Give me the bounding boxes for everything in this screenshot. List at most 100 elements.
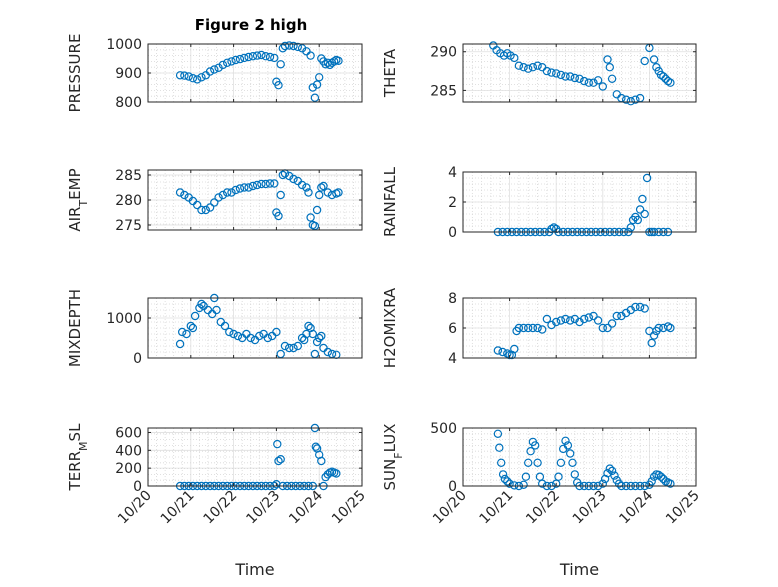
- data-point: [261, 179, 270, 189]
- subplot-air-temp: 275 280 285 AIRTEMP: [66, 168, 363, 234]
- data-point: [663, 76, 673, 86]
- data-point: [538, 479, 547, 488]
- y-axis-label-main: SUN: [381, 459, 399, 491]
- data-point: [312, 337, 322, 347]
- data-point: [261, 52, 270, 61]
- data-point: [531, 441, 540, 450]
- y-axis-label: THETA: [381, 48, 399, 98]
- data-point: [210, 198, 219, 207]
- data-point: [285, 41, 294, 50]
- data-point: [317, 183, 326, 192]
- data-point: [640, 209, 649, 219]
- data-point: [180, 190, 189, 200]
- data-point: [272, 327, 281, 337]
- data-point: [231, 55, 240, 65]
- data-point: [270, 179, 279, 188]
- y-axis-label-subscript: M: [77, 441, 90, 451]
- data-point: [315, 190, 324, 200]
- data-point: [503, 477, 512, 486]
- data-point: [276, 455, 285, 464]
- series-markers: [489, 41, 675, 106]
- y-axis-label-main: PRESSURE: [66, 34, 84, 113]
- data-point: [528, 62, 538, 72]
- data-point: [240, 183, 249, 192]
- data-point: [584, 313, 594, 322]
- data-point: [214, 63, 223, 73]
- data-point: [306, 51, 315, 60]
- data-point: [666, 323, 675, 333]
- data-point: [321, 472, 330, 482]
- data-point: [635, 302, 645, 312]
- data-point: [195, 303, 204, 313]
- axes-box: [147, 297, 363, 359]
- axes-box: [147, 427, 363, 487]
- data-point: [533, 458, 542, 467]
- y-tick-label: 290: [430, 45, 457, 61]
- data-point: [510, 53, 519, 63]
- data-point: [561, 314, 570, 324]
- data-point: [197, 299, 206, 309]
- data-point: [186, 321, 195, 331]
- data-point: [334, 56, 343, 66]
- plot-area: [463, 44, 696, 102]
- data-point: [317, 331, 326, 341]
- data-point: [332, 469, 341, 478]
- data-point: [302, 183, 311, 192]
- data-point: [289, 343, 298, 353]
- data-point: [235, 184, 245, 193]
- tick-marks: [147, 428, 363, 487]
- data-point: [514, 61, 524, 70]
- data-point: [257, 179, 266, 189]
- data-point: [605, 62, 615, 72]
- data-point: [538, 325, 547, 334]
- data-point: [580, 314, 589, 324]
- y-axis-label-main: TERR: [66, 451, 84, 492]
- data-point: [197, 205, 206, 215]
- data-point: [231, 185, 240, 195]
- data-point: [315, 73, 324, 82]
- data-point: [304, 321, 313, 331]
- y-tick-label: 1000: [106, 311, 142, 327]
- data-point: [593, 316, 603, 325]
- data-point: [519, 323, 528, 333]
- y-tick-label: 285: [115, 168, 142, 184]
- data-point: [265, 52, 275, 62]
- data-point: [510, 344, 519, 354]
- data-point: [323, 188, 332, 197]
- data-point: [222, 188, 232, 197]
- subplot-pressure: 800 900 1000 PRESSURE: [66, 34, 363, 113]
- data-point: [293, 341, 302, 351]
- data-point: [312, 205, 322, 215]
- data-point: [244, 183, 253, 192]
- data-point: [177, 327, 187, 337]
- data-point: [593, 76, 603, 85]
- data-point: [222, 58, 232, 68]
- y-axis-label: H2OMIXRA: [381, 287, 399, 368]
- tick-marks: [147, 43, 363, 103]
- y-tick-label: 0: [448, 479, 457, 495]
- data-point: [526, 447, 535, 456]
- data-point: [201, 205, 210, 215]
- data-point: [233, 331, 243, 341]
- data-point: [556, 316, 566, 325]
- y-axis-label-subscript: F: [392, 452, 405, 458]
- data-point: [505, 350, 514, 360]
- data-point: [270, 53, 279, 63]
- y-axis-label-rest: EMP: [66, 168, 84, 199]
- data-point: [633, 215, 643, 225]
- tick-marks: [147, 298, 363, 359]
- x-axis-label: Time: [234, 560, 274, 579]
- data-point: [227, 188, 236, 197]
- data-point: [311, 442, 320, 451]
- y-axis-label-main: THETA: [381, 48, 399, 98]
- tick-marks: [462, 427, 697, 487]
- data-point: [498, 470, 508, 479]
- data-point: [323, 347, 332, 357]
- data-point: [649, 331, 659, 340]
- data-point: [302, 329, 311, 339]
- data-point: [257, 50, 266, 60]
- data-point: [570, 470, 580, 479]
- data-point: [575, 74, 584, 84]
- data-point: [638, 194, 647, 204]
